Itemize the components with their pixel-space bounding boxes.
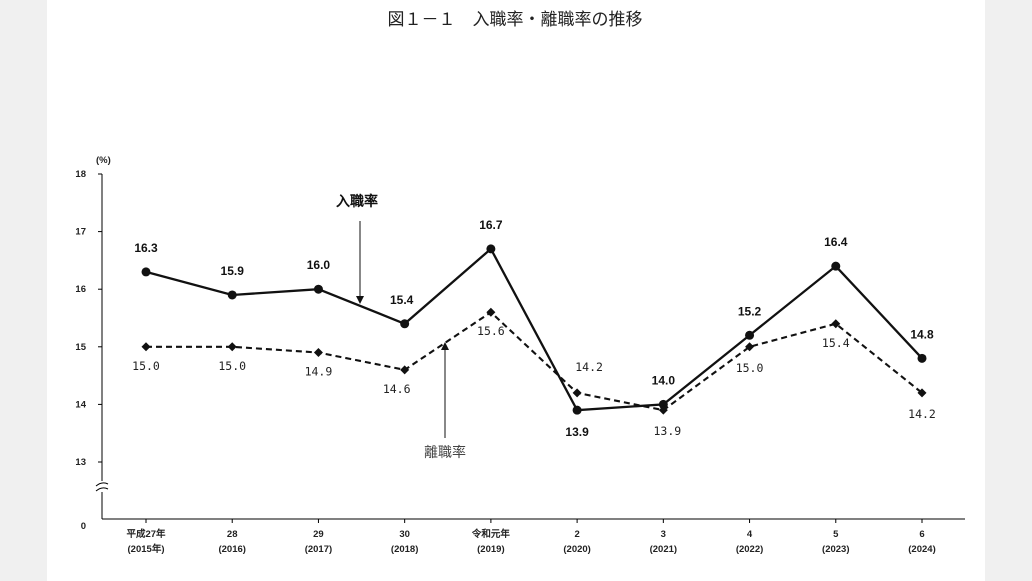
- hire-rate-point: [917, 353, 927, 363]
- separation-rate-point: [227, 342, 237, 352]
- hire-rate-point: [313, 284, 323, 294]
- chart-axes: 18 17 16 15 14 13 0 (%) 平成27年 (2015年) 28 (2016) 29 (2…: [75, 155, 965, 555]
- separation-rate-point: [141, 342, 151, 352]
- hire-rate-data-label: 15.9: [221, 264, 245, 278]
- separation-rate-annotation: 離職率: [424, 444, 466, 461]
- hire-rate-point: [400, 319, 410, 329]
- data-labels-layer: 16.3 15.9 16.0 15.4 16.7 13.9 14.0 15.2 16.4 14.8…: [132, 218, 936, 439]
- hire-rate-data-label: 16.0: [307, 258, 331, 272]
- line-chart: 図１－１ 入職率・離職率の推移 18 17 16 15 14 13 0 (%) 平成27年 (20…: [75, 10, 965, 555]
- separation-rate-point: [313, 348, 323, 358]
- hire-rate-point: [658, 399, 668, 409]
- hire-rate-point: [486, 244, 496, 254]
- x-tick-label: 5: [833, 529, 839, 540]
- separation-rate-point: [658, 405, 668, 415]
- x-tick-label: 29: [313, 529, 324, 540]
- x-tick-label: 2: [574, 529, 579, 540]
- separation-rate-data-label: 15.6: [477, 324, 505, 338]
- separation-rate-point: [572, 388, 582, 398]
- x-tick-label: 平成27年: [126, 528, 166, 540]
- series-layer: [141, 244, 927, 415]
- hire-rate-point: [831, 261, 841, 271]
- hire-rate-data-label: 15.2: [738, 304, 762, 318]
- x-tick-label-year: (2018): [391, 544, 418, 555]
- separation-rate-data-label: 14.2: [575, 360, 603, 374]
- x-tick-label-year: (2020): [563, 544, 590, 555]
- separation-rate-point: [917, 388, 927, 398]
- x-tick-label-year: (2022): [736, 544, 763, 555]
- x-tick-label: 4: [747, 529, 753, 540]
- x-tick-label: 28: [227, 529, 238, 540]
- y-axis-unit: (%): [96, 155, 111, 166]
- x-tick-label: 30: [399, 529, 410, 540]
- x-tick-label-year: (2015年): [128, 543, 165, 555]
- separation-rate-data-label: 14.9: [305, 365, 333, 379]
- y-tick-label: 16: [75, 284, 86, 295]
- separation-rate-data-label: 14.2: [908, 407, 936, 421]
- separation-rate-point: [831, 319, 841, 329]
- separation-rate-data-label: 15.0: [736, 361, 764, 375]
- separation-rate-point: [745, 342, 755, 352]
- y-axis-break-mark: [95, 482, 109, 487]
- y-tick-label: 17: [75, 227, 86, 238]
- x-tick-label-year: (2023): [822, 544, 849, 555]
- x-tick-label-year: (2017): [305, 544, 332, 555]
- x-tick-label-year: (2016): [218, 544, 245, 555]
- separation-rate-data-label: 14.6: [383, 382, 411, 396]
- x-tick-label: 令和元年: [471, 528, 511, 540]
- y-axis-break-mark: [95, 487, 109, 492]
- hire-rate-data-label: 16.3: [134, 241, 158, 255]
- hire-rate-data-label: 14.8: [910, 327, 934, 341]
- separation-rate-data-label: 15.0: [132, 359, 160, 373]
- y-tick-label-zero: 0: [81, 521, 86, 532]
- separation-rate-data-label: 15.4: [822, 336, 850, 350]
- hire-rate-data-label: 14.0: [652, 373, 676, 387]
- chart-page: 図１－１ 入職率・離職率の推移 18 17 16 15 14 13 0 (%) 平成27年 (20…: [47, 0, 985, 581]
- hire-rate-line: [145, 247, 923, 412]
- hire-rate-data-label: 16.4: [824, 235, 848, 249]
- hire-rate-point: [141, 267, 151, 277]
- y-tick-label: 15: [75, 342, 86, 353]
- y-tick-label: 18: [75, 169, 86, 180]
- separation-rate-point: [486, 307, 496, 317]
- x-tick-label-year: (2019): [477, 544, 504, 555]
- separation-rate-data-label: 13.9: [653, 424, 681, 438]
- x-tick-label-year: (2024): [908, 544, 935, 555]
- chart-title: 図１－１ 入職率・離職率の推移: [388, 10, 643, 30]
- hire-rate-data-label: 15.4: [390, 293, 414, 307]
- hire-rate-data-label: 16.7: [479, 218, 503, 232]
- y-tick-label: 14: [75, 399, 86, 410]
- hire-rate-point: [745, 330, 755, 340]
- separation-rate-data-label: 15.0: [218, 359, 246, 373]
- separation-rate-line: [146, 310, 923, 412]
- y-tick-label: 13: [75, 457, 86, 468]
- hire-rate-point: [227, 290, 237, 300]
- hire-rate-data-label: 13.9: [565, 425, 589, 439]
- hire-rate-annotation: 入職率: [336, 193, 378, 210]
- hire-rate-point: [572, 405, 582, 415]
- x-tick-label: 3: [661, 529, 666, 540]
- x-tick-label-year: (2021): [650, 544, 677, 555]
- separation-rate-point: [400, 365, 410, 375]
- x-tick-label: 6: [919, 529, 924, 540]
